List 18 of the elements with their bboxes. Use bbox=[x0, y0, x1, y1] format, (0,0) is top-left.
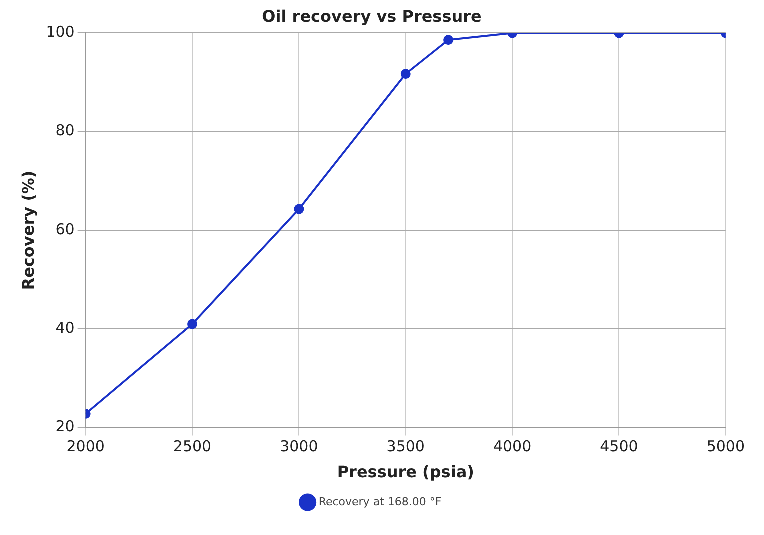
y-tick-label: 80 bbox=[56, 122, 75, 140]
x-tick-label: 4000 bbox=[493, 438, 532, 456]
x-tick-label: 4500 bbox=[600, 438, 638, 456]
point bbox=[294, 204, 304, 214]
y-tick-label: 60 bbox=[56, 220, 75, 238]
x-tick-label: 3500 bbox=[386, 438, 425, 456]
y-tick-label: 100 bbox=[46, 23, 75, 42]
x-axis-title: Pressure (psia) bbox=[337, 462, 474, 482]
point bbox=[188, 319, 198, 330]
x-tick-label: 2500 bbox=[173, 438, 212, 456]
y-axis-title: Recovery (%) bbox=[18, 170, 38, 290]
y-tick-label: 40 bbox=[56, 319, 75, 338]
legend-label: Recovery at 168.00 °F bbox=[318, 495, 442, 508]
y-tick-label: 20 bbox=[56, 418, 75, 436]
chart-title: Oil recovery vs Pressure bbox=[262, 6, 482, 26]
x-tick-label: 3000 bbox=[280, 438, 318, 456]
x-tick-label: 5000 bbox=[706, 438, 746, 456]
x-tick-label: 2000 bbox=[66, 438, 105, 456]
